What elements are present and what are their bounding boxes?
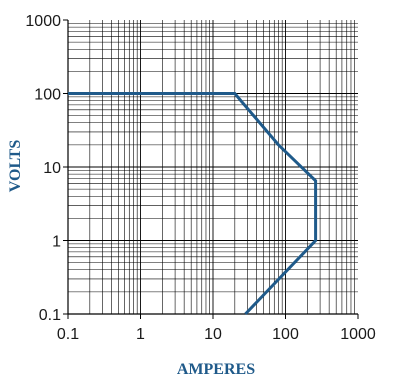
x-tick-labels: 0.1 1 10 100 1000 bbox=[57, 326, 376, 343]
y-tick-label: 0.1 bbox=[39, 307, 61, 324]
x-tick-label: 10 bbox=[204, 326, 222, 343]
y-tick-label: 1 bbox=[52, 234, 61, 251]
x-tick-label: 1000 bbox=[340, 326, 376, 343]
y-axis-title: VOLTS bbox=[7, 140, 24, 193]
series-layer bbox=[68, 92, 318, 316]
y-tick-label: 10 bbox=[43, 160, 61, 177]
y-tick-labels: 1000 100 10 1 0.1 bbox=[25, 13, 61, 324]
series-line bbox=[68, 92, 318, 316]
x-tick-label: 0.1 bbox=[57, 326, 79, 343]
x-axis-title: AMPERES bbox=[177, 361, 255, 378]
grid bbox=[63, 19, 359, 319]
x-tick-label: 1 bbox=[136, 326, 145, 343]
y-tick-label: 1000 bbox=[25, 13, 61, 30]
y-tick-label: 100 bbox=[34, 87, 61, 104]
x-tick-label: 100 bbox=[272, 326, 299, 343]
